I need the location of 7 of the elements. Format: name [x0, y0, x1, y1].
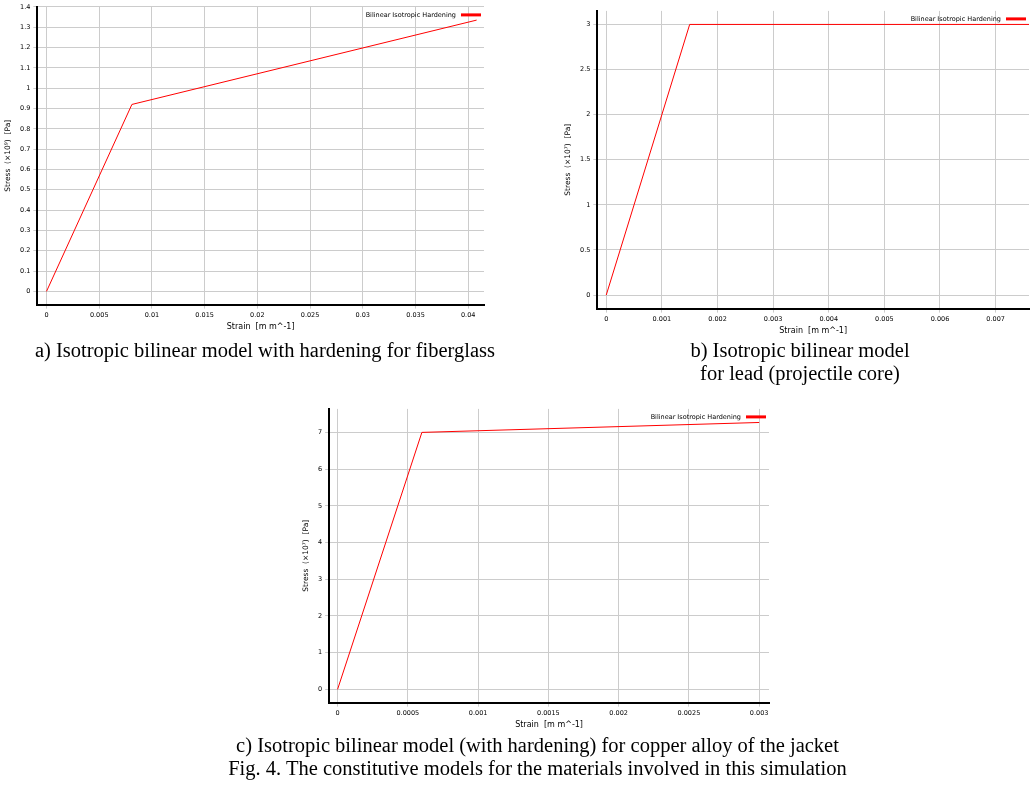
x-axis-title: Strain [m m^-1] [515, 720, 583, 730]
text: c) Isotropic bilinear model (with hardening) for copper alloy of the jacket [236, 734, 839, 756]
text: b) Isotropic bilinear model for lead (projectile core) [689, 339, 911, 385]
x-axis-title: Strain [m m^-1] [226, 322, 295, 332]
text: a) Isotropic bilinear model with hardening for fiberglass [33, 339, 497, 362]
x-axis-title: Strain [m m^-1] [779, 326, 848, 336]
caption: Fig. 4. The constitutive models for the materials involved in this simulation [227, 757, 848, 780]
